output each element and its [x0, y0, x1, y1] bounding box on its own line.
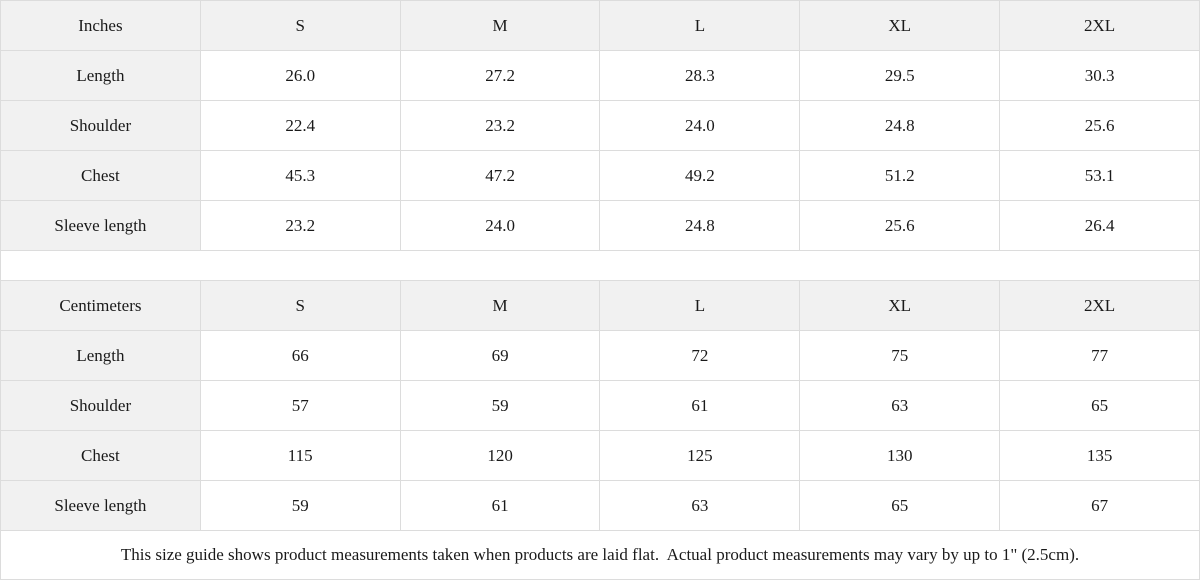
centimeters-table-row: Shoulder 57 59 61 63 65	[0, 380, 1200, 431]
value-cell: 63	[599, 480, 801, 531]
inches-table-row: Length 26.0 27.2 28.3 29.5 30.3	[0, 50, 1200, 101]
value-cell: 27.2	[399, 50, 601, 101]
value-cell: 115	[199, 430, 401, 481]
centimeters-unit-header: Centimeters	[0, 280, 201, 331]
value-cell: 67	[999, 480, 1200, 531]
value-cell: 135	[999, 430, 1200, 481]
value-cell: 22.4	[199, 100, 401, 151]
value-cell: 29.5	[799, 50, 1001, 101]
centimeters-table-row: Length 66 69 72 75 77	[0, 330, 1200, 381]
footer-section: This size guide shows product measuremen…	[0, 530, 1200, 580]
value-cell: 24.8	[799, 100, 1001, 151]
value-cell: 66	[199, 330, 401, 381]
value-cell: 59	[399, 380, 601, 431]
inches-size-header: 2XL	[999, 0, 1200, 51]
value-cell: 51.2	[799, 150, 1001, 201]
value-cell: 24.0	[599, 100, 801, 151]
inches-table-row: Sleeve length 23.2 24.0 24.8 25.6 26.4	[0, 200, 1200, 251]
footer-row: This size guide shows product measuremen…	[0, 530, 1200, 580]
inches-size-header: S	[199, 0, 401, 51]
centimeters-size-header: M	[399, 280, 601, 331]
value-cell: 26.0	[199, 50, 401, 101]
value-cell: 65	[999, 380, 1200, 431]
inches-header-row: Inches S M L XL 2XL	[0, 0, 1200, 51]
value-cell: 53.1	[999, 150, 1200, 201]
value-cell: 57	[199, 380, 401, 431]
row-label: Sleeve length	[0, 200, 201, 251]
value-cell: 24.8	[599, 200, 801, 251]
centimeters-size-header: XL	[799, 280, 1001, 331]
size-guide-note: This size guide shows product measuremen…	[0, 530, 1200, 580]
inches-size-header: XL	[799, 0, 1001, 51]
row-label: Sleeve length	[0, 480, 201, 531]
inches-table-row: Shoulder 22.4 23.2 24.0 24.8 25.6	[0, 100, 1200, 151]
value-cell: 120	[399, 430, 601, 481]
centimeters-table-section: Centimeters S M L XL 2XL Length 66 69 72 75 77 Shoul…	[0, 280, 1200, 531]
value-cell: 23.2	[399, 100, 601, 151]
inches-table-row: Chest 45.3 47.2 49.2 51.2 53.1	[0, 150, 1200, 201]
inches-unit-header: Inches	[0, 0, 201, 51]
value-cell: 23.2	[199, 200, 401, 251]
value-cell: 130	[799, 430, 1001, 481]
value-cell: 28.3	[599, 50, 801, 101]
row-label: Length	[0, 50, 201, 101]
value-cell: 69	[399, 330, 601, 381]
centimeters-size-header: L	[599, 280, 801, 331]
centimeters-header-row: Centimeters S M L XL 2XL	[0, 280, 1200, 331]
value-cell: 75	[799, 330, 1001, 381]
value-cell: 30.3	[999, 50, 1200, 101]
value-cell: 47.2	[399, 150, 601, 201]
spacer-cell	[0, 250, 1200, 281]
value-cell: 72	[599, 330, 801, 381]
inches-table-section: Inches S M L XL 2XL Length 26.0 27.2 28.3 29.5 30.3…	[0, 0, 1200, 251]
centimeters-table-row: Sleeve length 59 61 63 65 67	[0, 480, 1200, 531]
spacer-row	[0, 250, 1200, 281]
centimeters-size-header: S	[199, 280, 401, 331]
row-label: Length	[0, 330, 201, 381]
centimeters-table-row: Chest 115 120 125 130 135	[0, 430, 1200, 481]
row-label: Shoulder	[0, 380, 201, 431]
row-label: Chest	[0, 150, 201, 201]
value-cell: 63	[799, 380, 1001, 431]
row-label: Chest	[0, 430, 201, 481]
value-cell: 125	[599, 430, 801, 481]
value-cell: 26.4	[999, 200, 1200, 251]
value-cell: 61	[399, 480, 601, 531]
value-cell: 25.6	[799, 200, 1001, 251]
value-cell: 65	[799, 480, 1001, 531]
value-cell: 24.0	[399, 200, 601, 251]
row-label: Shoulder	[0, 100, 201, 151]
inches-size-header: L	[599, 0, 801, 51]
centimeters-size-header: 2XL	[999, 280, 1200, 331]
value-cell: 61	[599, 380, 801, 431]
spacer-section	[0, 250, 1200, 281]
inches-size-header: M	[399, 0, 601, 51]
value-cell: 45.3	[199, 150, 401, 201]
value-cell: 49.2	[599, 150, 801, 201]
value-cell: 25.6	[999, 100, 1200, 151]
value-cell: 59	[199, 480, 401, 531]
value-cell: 77	[999, 330, 1200, 381]
